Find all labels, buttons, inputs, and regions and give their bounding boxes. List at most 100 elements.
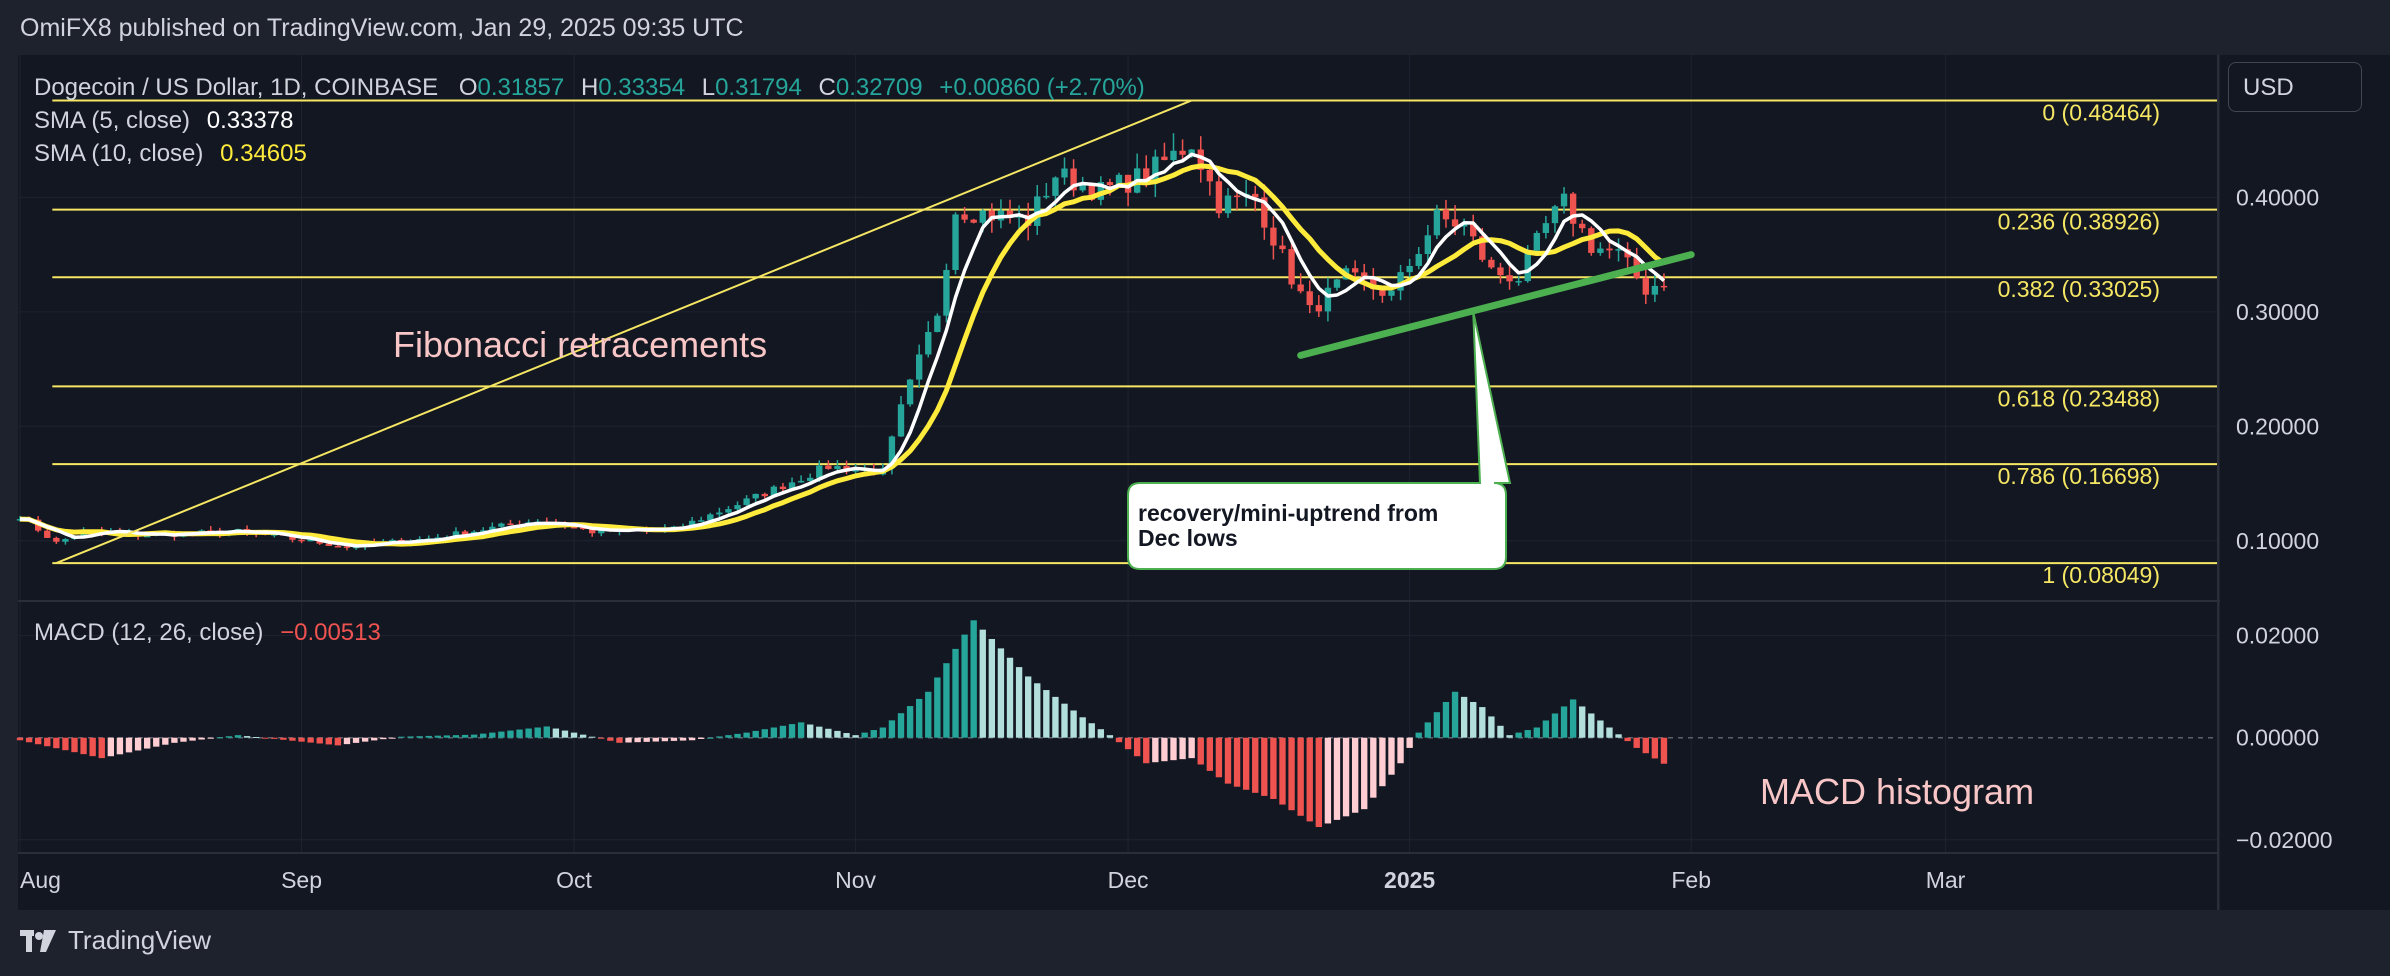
candle-body [1597,248,1604,253]
candle-body [952,214,959,270]
macd-bar [189,737,196,741]
macd-bar [425,735,432,738]
macd-bar [734,733,741,738]
sma10-legend: SMA (10, close) 0.34605 [34,140,307,167]
macd-bar [1597,720,1604,738]
macd-bar [1133,737,1141,757]
close-value: 0.32709 [836,74,923,101]
candle-body [389,539,396,542]
x-tick-label: Oct [556,867,592,893]
candle-body [752,493,759,499]
footer-brand: TradingView [20,925,211,956]
candle-body [725,509,732,513]
candle-body [480,530,487,532]
macd-bar [443,735,451,738]
candle-body [1197,149,1204,170]
candle-body [1279,245,1286,250]
macd-bar [1106,735,1114,738]
y-tick-label: 0.30000 [2236,299,2319,325]
footer-brand-text: TradingView [68,925,212,955]
candle-body [62,539,69,542]
macd-bar [1342,737,1350,817]
macd-legend: MACD (12, 26, close) −0.00513 [34,619,381,646]
axes: Aug Sep Oct Nov Dec 2025 Feb Mar 0.40000 0.30000 0… [20,184,2333,893]
macd-bar [1569,699,1577,738]
x-tick-label: Sep [281,867,322,893]
candle-body [53,537,60,542]
macd-bar [1633,737,1640,748]
low-value: 0.31794 [715,74,802,101]
macd-bar [961,634,968,738]
macd-bar [1170,737,1177,761]
sma5-value: 0.33378 [207,107,294,134]
candle-body [1333,279,1341,288]
macd-bar [1333,737,1341,820]
candle-body [452,531,460,538]
macd-bar [661,737,669,742]
fib-level-label: 0.382 (0.33025) [1998,276,2160,302]
candle-body [1551,206,1559,224]
macd-bar [934,677,941,738]
candle-body [1379,289,1386,296]
candle-body [1506,275,1513,282]
macd-bar [1388,737,1395,775]
macd-bar [598,737,605,739]
macd-bar [1324,737,1332,824]
macd-bar [207,737,214,739]
candle-body [943,269,950,316]
macd-bar [852,735,859,738]
macd-bar [1415,732,1422,738]
macd-bar [389,737,396,739]
macd-bar [1624,737,1631,742]
macd-label: MACD (12, 26, close) [34,619,263,646]
candle-body [1488,259,1495,268]
candle-body [979,210,986,223]
candle-body [1188,149,1195,155]
fib-level-label: 0.618 (0.23488) [1998,385,2160,411]
macd-bar [1024,676,1032,738]
macd-bar [334,737,342,746]
candle-body [852,469,859,472]
moving-averages [19,152,1666,548]
macd-bar [1442,701,1450,738]
macd-bar [543,726,550,738]
macd-bar [71,737,78,753]
macd-bar [234,735,242,738]
macd-bar [943,663,950,738]
candle-body [44,530,51,538]
candle-body [761,493,768,497]
macd-bar [271,737,278,739]
candle-body [1233,195,1241,198]
candle-body [507,523,514,526]
candle-body [1252,193,1259,198]
macd-bar [570,732,578,738]
candle-body [1460,223,1468,227]
macd-bar [1297,737,1304,816]
macd-bar [1188,737,1195,759]
candle-body [906,379,914,405]
macd-bar [1361,737,1368,810]
macd-bar [116,737,124,755]
y-tick-label: 0.10000 [2236,528,2319,554]
macd-bar [343,737,351,745]
currency-button[interactable]: USD [2228,62,2362,112]
macd-bar [498,731,505,738]
macd-bar [1288,737,1295,811]
candle-body [1161,156,1168,161]
candle-body [888,436,896,469]
macd-bar [743,732,750,738]
macd-bar [407,736,414,738]
macd-bar [1497,725,1504,738]
candle-body [1261,197,1268,228]
sma10-line [19,163,1666,547]
macd-bar [1224,737,1232,784]
macd-bar [1215,737,1223,778]
candle-body [1533,232,1540,251]
candle-body [1433,209,1441,236]
candle-body [1034,196,1041,226]
candle-body [1497,267,1504,276]
high-value: 0.33354 [598,74,685,101]
macd-bar [1233,737,1241,787]
candle-body [1588,228,1595,253]
